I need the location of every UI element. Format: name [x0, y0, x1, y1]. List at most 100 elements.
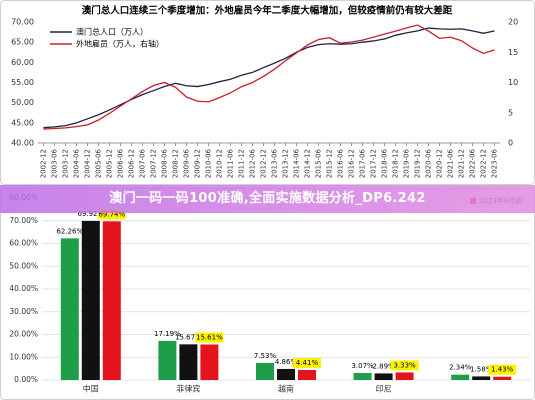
x-tick-label: 2009-06 — [183, 148, 191, 178]
bar — [102, 221, 121, 380]
x-tick-label: 2007-06 — [139, 148, 147, 178]
x-tick-label: 2019-12 — [414, 149, 422, 178]
x-tick-label: 2007-12 — [150, 149, 158, 178]
value-label: 1.43% — [491, 366, 514, 374]
y-tick-label: 10.00% — [9, 352, 38, 361]
x-tick-label: 2015-06 — [315, 148, 323, 178]
y-tick-label: 55.00 — [11, 78, 34, 87]
value-label-bg — [488, 364, 517, 375]
bar — [353, 373, 372, 380]
x-tick-label: 2006-12 — [128, 149, 136, 178]
x-tick-label: 2022-06 — [469, 148, 477, 178]
x-tick-label: 2013-06 — [271, 148, 279, 178]
line-series — [43, 27, 495, 129]
value-label: 1.58% — [470, 365, 493, 373]
y-tick-label: 60.00 — [11, 58, 34, 67]
x-tick-label: 2016-12 — [348, 149, 356, 178]
y2-tick-label: 15 — [508, 48, 518, 57]
x-tick-label: 2015-12 — [326, 149, 334, 178]
y2-tick-label: 5 — [508, 108, 513, 117]
x-tick-label: 2017-06 — [359, 148, 367, 178]
chart-title: 澳门总人口连续三个季度增加：外地雇员今年二季度大幅增加，但较疫情前仍有较大差距 — [82, 5, 453, 17]
bar — [451, 374, 470, 380]
legend-label: 澳门总人口（万人） — [76, 27, 148, 37]
bar — [256, 362, 274, 380]
value-label-bg — [195, 332, 224, 343]
value-label: 15.67% — [175, 333, 202, 341]
legend-label: 外地雇员（万人，右轴） — [76, 39, 164, 49]
y-tick-label: 60.00% — [9, 239, 38, 248]
x-tick-label: 2010-06 — [205, 148, 213, 178]
y-tick-label: 40.00% — [9, 284, 38, 293]
x-tick-label: 2010-12 — [216, 149, 224, 178]
y-tick-label: 20.00% — [9, 330, 38, 339]
value-label: 17.19% — [154, 330, 181, 338]
x-tick-label: 2020-06 — [425, 148, 433, 178]
x-tick-label: 2009-12 — [194, 149, 202, 178]
value-label: 3.07% — [351, 362, 374, 370]
x-tick-label: 2011-12 — [238, 149, 246, 178]
bar — [493, 376, 512, 380]
x-tick-label: 菲律宾 — [176, 384, 200, 394]
x-tick-label: 2016-06 — [337, 148, 345, 178]
value-label-bg — [390, 360, 419, 371]
x-tick-label: 2014-06 — [293, 148, 301, 178]
line-series — [43, 24, 495, 130]
banner: 澳门一码一码100准确,全面实施数据分析_DP6.242 — [0, 185, 535, 213]
x-tick-label: 2005-12 — [106, 149, 114, 178]
x-tick-label: 2004-06 — [73, 148, 81, 178]
value-label: 7.53% — [254, 352, 277, 360]
x-tick-label: 2005-06 — [95, 148, 103, 178]
x-tick-label: 2013-12 — [282, 149, 290, 178]
x-tick-label: 2002-12 — [40, 149, 48, 178]
x-tick-label: 2004-12 — [84, 149, 92, 178]
y-tick-label: 70.00% — [9, 216, 38, 225]
y2-tick-label: 0 — [508, 139, 513, 148]
bar — [200, 344, 219, 380]
value-label: 4.86% — [275, 358, 298, 366]
bar — [472, 376, 491, 380]
x-tick-label: 2021-06 — [447, 148, 455, 178]
y-tick-label: 70.00 — [11, 18, 34, 27]
x-tick-label: 2021-12 — [458, 149, 466, 178]
x-tick-label: 2018-12 — [392, 149, 400, 178]
bar — [374, 373, 393, 380]
x-tick-label: 2003-06 — [51, 148, 59, 178]
value-label: 62.26% — [56, 227, 83, 235]
y-tick-label: 45.00 — [11, 118, 34, 127]
x-tick-label: 2012-12 — [260, 149, 268, 178]
value-label: 3.33% — [393, 361, 416, 369]
x-tick-label: 2020-12 — [436, 149, 444, 178]
x-tick-label: 2017-12 — [370, 149, 378, 178]
x-tick-label: 2011-06 — [227, 148, 235, 178]
value-label: 2.89% — [372, 362, 395, 370]
x-tick-label: 2012-06 — [249, 148, 257, 178]
value-label: 15.61% — [196, 333, 223, 341]
y-tick-label: 40.00 — [11, 139, 34, 148]
x-tick-label: 2018-06 — [381, 148, 389, 178]
x-tick-label: 2008-06 — [161, 148, 169, 178]
x-tick-label: 中国 — [83, 384, 99, 394]
bar — [277, 368, 295, 380]
value-label: 4.41% — [296, 359, 319, 367]
y-tick-label: 30.00% — [9, 307, 38, 316]
x-tick-label: 印尼 — [376, 385, 392, 394]
y-tick-label: 50.00% — [9, 261, 38, 270]
bar — [158, 340, 177, 380]
x-tick-label: 2014-12 — [304, 149, 312, 178]
x-tick-label: 2006-06 — [117, 148, 125, 178]
x-tick-label: 2003-12 — [62, 149, 70, 178]
y2-tick-label: 20 — [508, 18, 518, 27]
x-tick-label: 越南 — [278, 384, 294, 394]
value-label-bg — [97, 209, 126, 220]
bar — [298, 369, 316, 380]
value-label-bg — [293, 357, 321, 368]
bar — [81, 220, 100, 380]
x-tick-label: 2019-06 — [403, 148, 411, 178]
y-tick-label: 50.00 — [11, 98, 34, 107]
x-tick-label: 2008-12 — [172, 149, 180, 178]
y-tick-label: 65.00 — [11, 38, 34, 47]
y2-tick-label: 10 — [508, 78, 518, 87]
